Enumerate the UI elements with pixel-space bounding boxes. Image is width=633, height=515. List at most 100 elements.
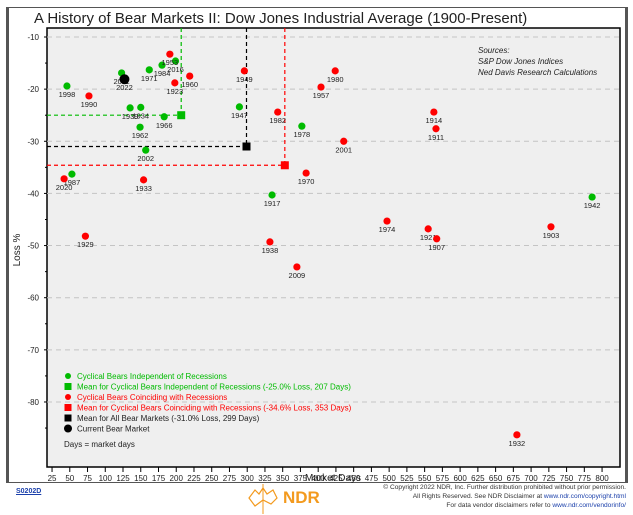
x-tick-label: 350 — [276, 474, 290, 483]
data-point — [137, 103, 145, 111]
chart-title: A History of Bear Markets II: Dow Jones … — [34, 10, 528, 27]
x-tick-label: 400 — [312, 474, 326, 483]
y-tick-label: -40 — [27, 189, 39, 198]
legend-circle-marker — [65, 373, 71, 379]
x-tick-label: 600 — [453, 474, 467, 483]
data-point — [145, 66, 153, 74]
x-tick-label: 725 — [542, 474, 556, 483]
data-label: 1949 — [236, 75, 253, 84]
vendor-link[interactable]: www.ndr.com/vendorinfo/ — [552, 502, 626, 509]
chart-code-link[interactable]: S0202D — [16, 488, 42, 495]
y-tick-label: -80 — [27, 398, 39, 407]
data-label: 1914 — [426, 116, 443, 125]
data-label: 1987 — [64, 178, 81, 187]
data-label: 1917 — [264, 199, 281, 208]
x-tick-label: 625 — [471, 474, 485, 483]
y-tick-label: -20 — [27, 85, 39, 94]
source-line: Sources: — [478, 46, 510, 55]
x-tick-label: 700 — [524, 474, 538, 483]
data-label: 1966 — [156, 121, 173, 130]
data-label: 1990 — [81, 100, 98, 109]
vendor-line: For data vendor disclaimers refer to www… — [446, 502, 626, 509]
x-tick-label: 325 — [258, 474, 272, 483]
legend-note: Days = market days — [64, 440, 135, 449]
scatter-chart: -10 -20 -30 -40 -50 -60 -70 -80 25 50 75 100 125 150… — [12, 27, 621, 483]
data-label: 1982 — [269, 116, 286, 125]
data-point — [432, 125, 440, 133]
x-tick-label: 300 — [241, 474, 255, 483]
legend-square-marker — [64, 383, 72, 390]
data-label: 1932 — [509, 439, 526, 448]
data-point — [81, 232, 89, 240]
data-point — [266, 238, 274, 246]
x-tick-label: 375 — [294, 474, 308, 483]
data-label: 1984 — [154, 69, 171, 78]
y-tick-label: -70 — [27, 346, 39, 355]
data-point — [235, 103, 244, 111]
data-label: 1970 — [298, 177, 315, 186]
data-point — [166, 50, 174, 58]
chart-frame — [6, 7, 628, 483]
legend-entry: Cyclical Bears Independent of Recessions — [77, 372, 227, 381]
x-tick-label: 25 — [48, 474, 57, 483]
data-point — [160, 113, 168, 121]
legend-entry: Cyclical Bears Coinciding with Recession… — [77, 393, 227, 402]
data-point — [240, 67, 248, 75]
data-point — [268, 191, 276, 199]
x-tick-label: 200 — [170, 474, 184, 483]
x-tick-label: 500 — [382, 474, 396, 483]
data-point — [136, 123, 144, 131]
data-point — [60, 175, 68, 183]
legend-circle-marker — [64, 424, 72, 433]
x-tick-label: 75 — [83, 474, 92, 483]
data-label: 2002 — [137, 154, 154, 163]
mean-lines — [47, 28, 289, 170]
data-label: 2001 — [335, 145, 352, 154]
data-label: 1957 — [313, 91, 330, 100]
data-label: 1938 — [262, 246, 279, 255]
data-label: 1942 — [584, 201, 601, 210]
data-points: 1998201119711984201619391934196619622002… — [56, 50, 601, 448]
data-point — [424, 225, 432, 233]
x-axis-label: Market Days — [305, 473, 361, 483]
source-line: Ned Davis Research Calculations — [478, 68, 597, 77]
y-tick-label: -60 — [27, 294, 39, 303]
x-tick-label: 800 — [595, 474, 609, 483]
data-point — [293, 263, 301, 271]
copyright-line: © Copyright 2022 NDR, Inc. Further distr… — [383, 484, 626, 491]
x-tick-label: 275 — [223, 474, 237, 483]
data-point — [171, 79, 179, 87]
plot-area — [46, 27, 621, 468]
legend: Cyclical Bears Independent of Recessions… — [64, 372, 352, 449]
data-label: 1933 — [135, 184, 152, 193]
data-point — [63, 82, 71, 90]
data-label: 2020 — [56, 183, 73, 192]
ndr-bull-bear-logo-icon — [248, 484, 278, 514]
data-point — [158, 61, 166, 69]
legend-square-marker — [64, 404, 72, 411]
data-point — [186, 72, 194, 80]
legend-entry: Mean for All Bear Markets (-31.0% Loss, … — [77, 414, 260, 423]
data-label: 1953 — [162, 58, 179, 67]
data-point — [298, 122, 306, 130]
disclaimer-text: All Rights Reserved. See NDR Disclaimer … — [412, 493, 544, 500]
ndr-brand: NDR — [283, 488, 320, 507]
data-label: 2022 — [116, 83, 133, 92]
data-label: 1939 — [122, 112, 139, 121]
x-axis: 25 50 75 100 125 150 175 200 225 250 275 300 325 350 3… — [48, 467, 609, 483]
legend-entry: Mean for Cyclical Bears Independent of R… — [77, 383, 351, 392]
copyright-link[interactable]: www.ndr.com/copyright.html — [543, 493, 626, 500]
data-label: 1947 — [231, 111, 248, 120]
data-point — [126, 104, 134, 112]
x-tick-label: 750 — [560, 474, 574, 483]
x-tick-label: 775 — [578, 474, 592, 483]
x-tick-label: 550 — [418, 474, 432, 483]
data-point — [588, 193, 596, 201]
x-tick-label: 425 — [329, 474, 343, 483]
data-label: 1974 — [379, 225, 396, 234]
x-tick-label: 125 — [116, 474, 130, 483]
data-point — [430, 108, 438, 116]
data-label: 1960 — [181, 80, 198, 89]
data-label: 2009 — [289, 271, 306, 280]
data-point — [331, 67, 339, 75]
